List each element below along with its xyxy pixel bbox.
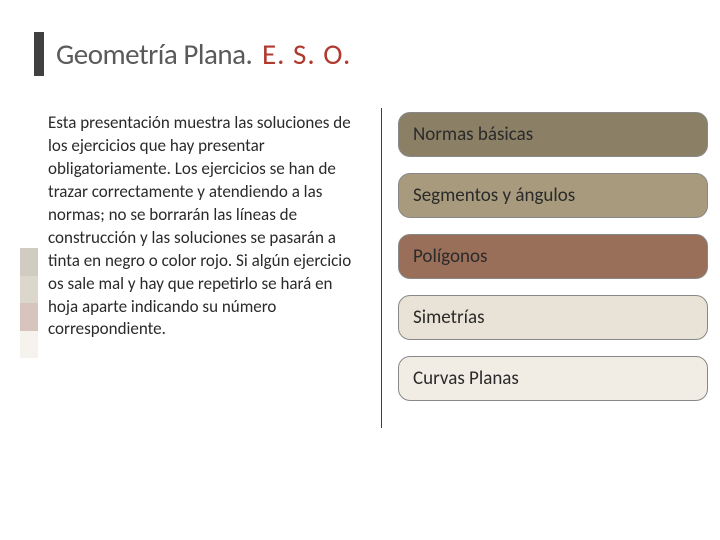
topic-item[interactable]: Normas básicas xyxy=(398,112,708,157)
topic-item[interactable]: Curvas Planas xyxy=(398,356,708,401)
topic-label: Simetrías xyxy=(413,306,485,329)
left-accent-strip xyxy=(20,248,38,358)
topic-label: Normas básicas xyxy=(413,123,533,146)
title-area: Geometría Plana. E. S. O. xyxy=(34,32,351,76)
accent-segment xyxy=(20,248,38,276)
topics-column: Normas básicas Segmentos y ángulos Polígon… xyxy=(398,112,708,417)
topic-label: Polígonos xyxy=(413,245,487,268)
description-text: Esta presentación muestra las soluciones… xyxy=(48,112,355,341)
title-text: Geometría Plana. E. S. O. xyxy=(56,36,351,72)
title-sub: E. S. O. xyxy=(262,36,351,72)
topic-label: Curvas Planas xyxy=(413,367,519,390)
topic-item[interactable]: Simetrías xyxy=(398,295,708,340)
topic-item[interactable]: Segmentos y ángulos xyxy=(398,173,708,218)
description-column: Esta presentación muestra las soluciones… xyxy=(48,112,373,341)
topic-item[interactable]: Polígonos xyxy=(398,234,708,279)
accent-segment xyxy=(20,276,38,304)
accent-segment xyxy=(20,303,38,331)
title-accent-bar xyxy=(34,32,44,76)
vertical-divider xyxy=(381,108,382,428)
accent-segment xyxy=(20,331,38,359)
topic-label: Segmentos y ángulos xyxy=(413,184,575,207)
title-main: Geometría Plana. xyxy=(56,36,252,72)
